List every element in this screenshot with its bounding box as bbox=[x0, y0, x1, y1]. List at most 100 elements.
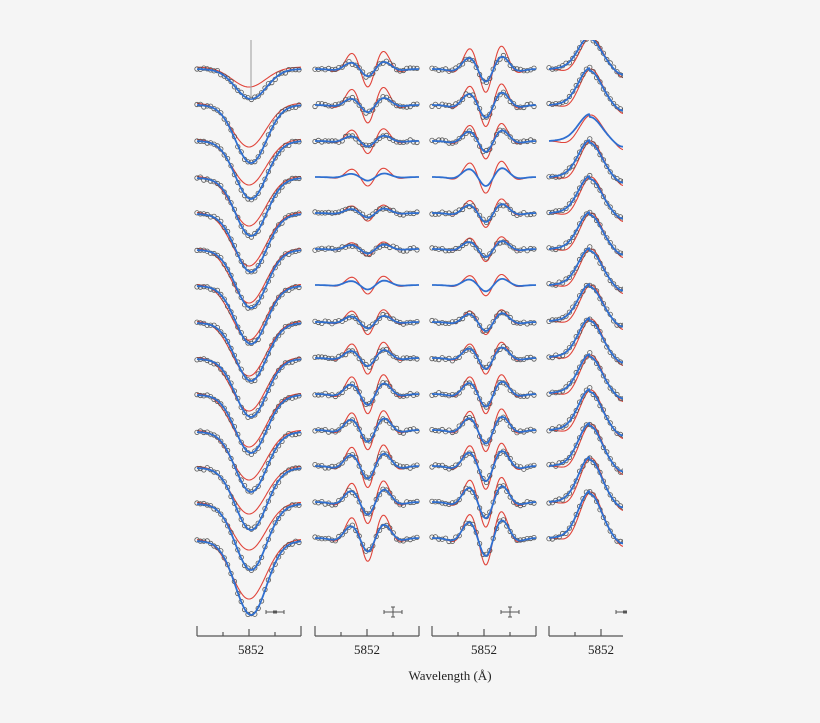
data-point bbox=[221, 555, 227, 561]
data-point bbox=[312, 209, 318, 215]
data-point bbox=[363, 474, 369, 480]
data-point bbox=[635, 428, 639, 432]
profile-row bbox=[429, 408, 537, 453]
profile-row bbox=[194, 65, 302, 103]
blue-model-line bbox=[315, 452, 419, 480]
data-point bbox=[446, 466, 452, 472]
data-point bbox=[563, 457, 569, 464]
data-point bbox=[621, 178, 623, 184]
data-point bbox=[546, 280, 552, 287]
profile-row bbox=[546, 209, 623, 259]
red-model-line bbox=[196, 247, 302, 304]
data-point bbox=[228, 78, 234, 85]
data-point bbox=[527, 211, 534, 218]
data-point bbox=[353, 98, 359, 104]
data-point bbox=[272, 192, 278, 198]
red-model-line bbox=[197, 66, 301, 88]
data-point bbox=[639, 464, 643, 468]
profile-row bbox=[546, 488, 646, 547]
data-point bbox=[645, 67, 649, 71]
blue-model-line bbox=[196, 322, 302, 382]
data-point bbox=[632, 537, 636, 541]
data-point bbox=[390, 388, 396, 394]
panel-2 bbox=[312, 50, 420, 562]
blue-model-line bbox=[548, 113, 623, 148]
data-point bbox=[614, 356, 620, 363]
data-point bbox=[414, 462, 420, 468]
data-point bbox=[459, 455, 466, 461]
data-point bbox=[325, 65, 332, 72]
data-point bbox=[510, 533, 517, 539]
data-point bbox=[621, 250, 623, 256]
profile-row bbox=[546, 421, 643, 476]
data-point bbox=[621, 360, 623, 366]
data-point bbox=[429, 245, 435, 251]
profile-row bbox=[432, 273, 537, 297]
data-point bbox=[258, 329, 265, 335]
red-model-line bbox=[549, 212, 623, 259]
profile-row bbox=[312, 444, 420, 489]
data-point bbox=[583, 354, 590, 360]
data-point bbox=[470, 348, 476, 354]
data-point bbox=[610, 533, 617, 539]
data-point bbox=[649, 103, 653, 107]
data-point bbox=[563, 422, 569, 428]
data-point bbox=[363, 437, 369, 443]
data-point bbox=[645, 210, 649, 214]
red-model-line bbox=[549, 318, 623, 367]
blue-model-line bbox=[432, 55, 536, 83]
data-point bbox=[373, 66, 379, 72]
data-point bbox=[625, 469, 629, 473]
data-point bbox=[221, 443, 227, 449]
data-point bbox=[642, 535, 646, 539]
data-point bbox=[628, 68, 632, 72]
data-point bbox=[645, 102, 649, 106]
data-point bbox=[325, 209, 332, 215]
data-point bbox=[628, 468, 632, 472]
data-point bbox=[635, 320, 639, 324]
data-point bbox=[228, 345, 234, 351]
blue-model-line bbox=[548, 174, 623, 220]
data-point bbox=[214, 361, 220, 367]
data-point bbox=[356, 246, 362, 252]
red-model-line bbox=[549, 140, 623, 187]
data-point bbox=[225, 411, 231, 417]
data-point bbox=[356, 65, 362, 71]
data-point bbox=[563, 169, 569, 175]
red-model-line bbox=[549, 248, 623, 295]
data-point bbox=[218, 475, 224, 481]
blue-model-line bbox=[548, 246, 623, 292]
data-point bbox=[373, 426, 379, 432]
data-point bbox=[476, 322, 483, 328]
data-point bbox=[604, 56, 610, 63]
data-point bbox=[628, 284, 632, 288]
profile-row bbox=[429, 341, 537, 375]
profile-row bbox=[546, 316, 623, 367]
data-point bbox=[570, 484, 576, 490]
data-point bbox=[635, 103, 639, 107]
data-point bbox=[583, 317, 590, 323]
data-point bbox=[279, 147, 285, 153]
blue-model-line bbox=[548, 40, 623, 76]
data-point bbox=[610, 318, 617, 324]
blue-model-line bbox=[196, 249, 302, 309]
profile-row bbox=[432, 160, 537, 194]
data-point bbox=[376, 419, 383, 425]
data-point bbox=[504, 56, 510, 63]
profile-row bbox=[194, 391, 302, 457]
data-point bbox=[252, 448, 258, 454]
tick-label-panel-2: 5852 bbox=[354, 642, 380, 657]
blue-model-line bbox=[432, 240, 536, 259]
profile-row bbox=[429, 309, 537, 336]
data-point bbox=[645, 283, 649, 287]
data-point bbox=[282, 107, 288, 113]
data-point bbox=[570, 55, 576, 62]
blue-model-line bbox=[315, 349, 420, 368]
error-bar bbox=[615, 610, 627, 614]
data-point bbox=[610, 209, 617, 215]
data-point bbox=[255, 190, 261, 196]
data-point bbox=[639, 537, 643, 541]
blue-model-line bbox=[315, 243, 419, 255]
data-point bbox=[563, 205, 569, 211]
data-point bbox=[649, 212, 653, 216]
